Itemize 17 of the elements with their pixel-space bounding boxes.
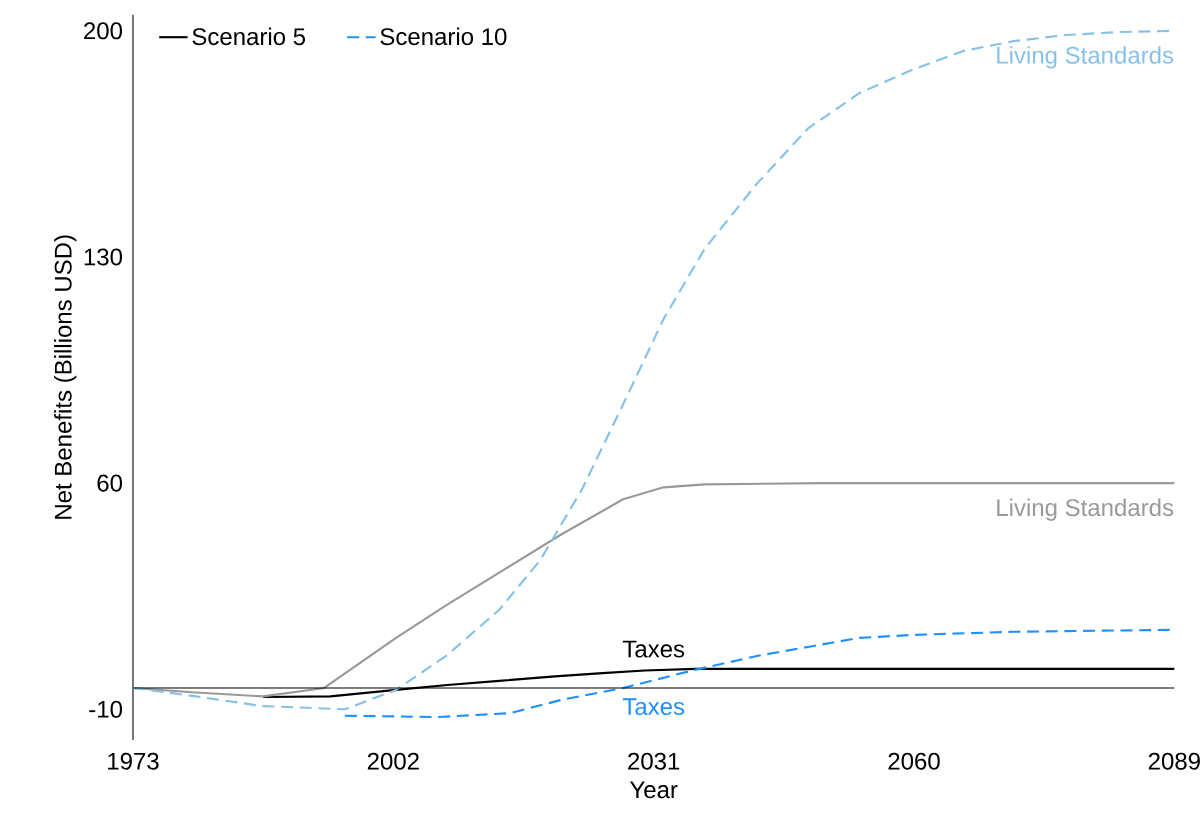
y-axis-title: Net Benefits (Billions USD) [54,235,77,519]
x-axis-title: Year [629,781,678,799]
y-tick-label: 200 [84,22,123,40]
x-tick-label: 2031 [628,752,680,770]
x-tick-label: 2002 [367,752,419,770]
x-tick-label: 2089 [1148,752,1200,770]
annotation: Living Standards [997,498,1174,521]
annotation: Taxes [622,640,685,658]
annotation: Living Standards [997,46,1174,69]
y-tick-label: -10 [89,700,123,718]
y-tick-label: 130 [84,248,123,266]
y-tick-label: 60 [97,474,123,492]
x-tick-label: 1973 [108,752,159,770]
annotation: Taxes [622,698,685,716]
x-tick-label: 2060 [888,752,940,770]
legend-label: Scenario 5 [192,27,306,46]
legend-label: Scenario 10 [380,27,507,46]
